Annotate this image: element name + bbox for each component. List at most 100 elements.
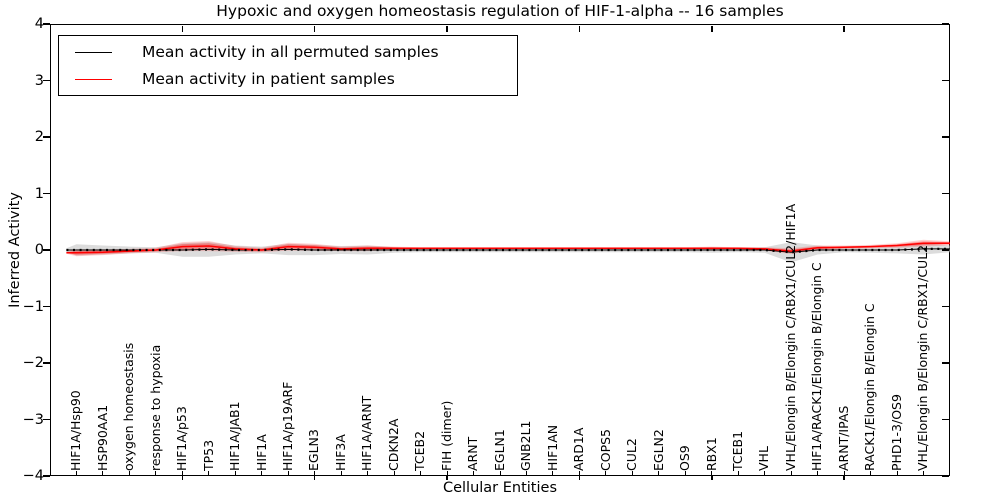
y-tick-label: 2 [34,129,44,145]
y-tick-mark-left [43,305,50,308]
y-tick-mark-right [941,418,949,421]
category-label: VHL/Elongin B/Elongin C/RBX1/CUL2/HIF1A [782,203,798,471]
permuted-mean-markers [66,247,950,254]
category-label: ARD1A [571,427,587,471]
category-label: HIF1A/JAB1 [227,401,243,471]
category-tick-mark [181,470,183,475]
y-tick-mark-left [43,79,50,82]
legend-entry: Mean activity in all permuted samples [59,39,517,65]
category-label: OS9 [677,445,693,471]
y-tick-mark-left [43,362,50,364]
category-tick-mark [631,470,633,475]
y-tick-label: 0 [34,242,44,258]
category-label: EGLN2 [650,429,666,471]
category-tick-mark [552,470,554,475]
category-label: CDKN2A [385,418,401,471]
category-tick-mark [843,470,845,475]
category-tick-mark [155,470,157,475]
category-label: CUL2 [624,438,640,471]
category-label: HSP90AA1 [94,404,110,471]
category-tick-mark [314,470,316,475]
category-label: PHD1-3/OS9 [888,394,904,471]
category-tick-mark [578,470,580,475]
y-tick-mark-right [941,475,949,477]
y-tick-mark-right [941,192,949,195]
y-tick-mark-right [941,79,949,82]
category-label: FIH (dimer) [438,400,454,471]
category-tick-mark [684,470,686,475]
y-tick-mark-right [941,305,949,308]
category-label: ARNT/IPAS [835,405,851,471]
x-tick-mark-top [711,25,713,32]
legend-line-permuted-icon [75,51,112,53]
category-tick-mark [367,470,369,475]
patient-mean-line [66,242,950,254]
y-tick-label: 1 [34,185,44,202]
x-tick-mark-top [446,25,448,32]
category-label: RACK1/Elongin B/Elongin C [862,303,878,471]
category-label: COPS5 [597,429,613,471]
category-tick-mark [870,470,872,475]
category-label: VHL [756,446,772,471]
category-label: TCEB1 [729,430,745,471]
plot-svg [66,239,950,263]
y-tick-mark-right [941,23,949,25]
x-tick-mark-top [313,25,316,32]
category-tick-mark [234,470,236,475]
category-label: TCEB2 [412,430,428,471]
y-tick-label: −3 [22,411,44,428]
x-tick-mark-bottom [446,476,448,480]
category-tick-mark [340,470,342,475]
x-tick-mark-bottom [711,476,713,480]
category-label: response to hypoxia [147,344,163,471]
category-label: HIF1A/p19ARF [279,381,295,471]
x-tick-mark-top [181,25,184,32]
category-tick-mark [711,470,713,475]
x-tick-mark-bottom [843,476,845,480]
category-tick-mark [420,470,422,475]
y-tick-mark-left [43,23,50,25]
y-tick-mark-left [43,418,50,421]
legend-line-patient-icon [75,78,112,80]
category-tick-mark [208,470,210,475]
category-label: HIF1AN [544,424,560,471]
category-label: HIF1A [253,434,269,471]
x-tick-mark-bottom [578,476,581,480]
legend-entry: Mean activity in patient samples [59,66,517,92]
category-label: HIF3A [332,434,348,471]
x-tick-mark-bottom [181,476,184,480]
category-tick-mark [923,470,925,475]
category-tick-mark [261,470,263,475]
y-tick-mark-right [941,362,949,364]
category-tick-mark [896,470,898,475]
x-tick-mark-bottom [313,476,316,480]
category-tick-mark [75,470,77,475]
x-tick-mark-top [843,25,845,32]
category-label: EGLN1 [491,429,507,471]
category-tick-mark [473,470,475,475]
category-label: ARNT [465,436,481,471]
category-label: VHL/Elongin B/Elongin C/RBX1/CUL2 [915,244,931,471]
y-tick-label: −1 [22,298,44,315]
y-tick-mark-left [43,475,50,477]
category-label: HIF1A/Hsp90 [68,390,84,471]
category-label: EGLN3 [306,429,322,471]
y-tick-mark-left [43,136,50,138]
category-tick-mark [658,470,660,475]
y-tick-label: −4 [22,468,44,484]
category-label: oxygen homeostasis [121,342,137,471]
y-tick-mark-right [941,136,949,138]
category-label: HIF1A/ARNT [359,395,375,471]
x-tick-mark-top [578,25,581,32]
legend: Mean activity in all permuted samples Me… [58,35,518,96]
category-tick-mark [737,470,739,475]
category-tick-mark [446,470,448,475]
category-label: HIF1A/p53 [174,406,190,471]
legend-label: Mean activity in all permuted samples [142,43,439,61]
chart-title: Hypoxic and oxygen homeostasis regulatio… [216,2,784,20]
category-tick-mark [287,470,289,475]
category-label: TP53 [200,439,216,471]
category-tick-mark [393,470,395,475]
x-axis-label: Cellular Entities [442,480,558,496]
